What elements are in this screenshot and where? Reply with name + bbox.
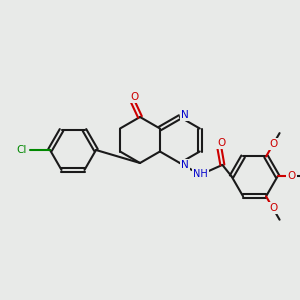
Text: O: O	[217, 138, 226, 148]
Text: N: N	[181, 110, 189, 120]
Text: O: O	[287, 171, 296, 182]
Text: O: O	[269, 140, 277, 149]
Text: O: O	[269, 203, 277, 214]
Text: Cl: Cl	[17, 145, 27, 155]
Text: NH: NH	[194, 169, 208, 179]
Text: O: O	[131, 92, 139, 102]
Text: N: N	[181, 160, 189, 170]
